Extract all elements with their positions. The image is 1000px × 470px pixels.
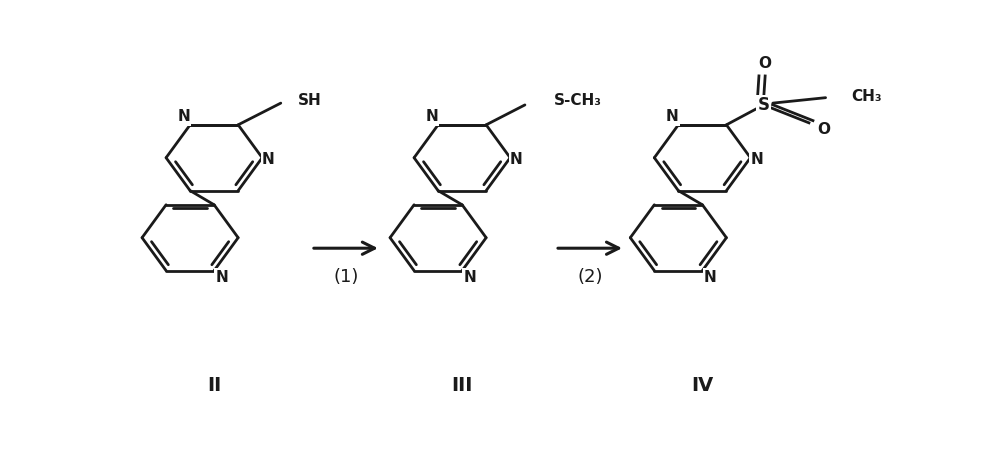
Text: N: N [464, 270, 476, 285]
Text: N: N [510, 152, 523, 167]
Text: O: O [817, 122, 830, 137]
Text: N: N [216, 270, 228, 285]
Text: N: N [750, 152, 763, 167]
Text: N: N [178, 110, 190, 125]
Text: N: N [704, 270, 716, 285]
Text: III: III [451, 376, 473, 395]
Text: S: S [758, 96, 770, 114]
Text: (1): (1) [333, 268, 359, 286]
Text: N: N [666, 110, 679, 125]
Text: IV: IV [691, 376, 714, 395]
Text: O: O [759, 56, 772, 71]
Text: N: N [262, 152, 275, 167]
Text: SH: SH [298, 93, 322, 108]
Text: (2): (2) [577, 268, 603, 286]
Text: II: II [207, 376, 221, 395]
Text: N: N [426, 110, 438, 125]
Text: CH₃: CH₃ [851, 89, 882, 104]
Text: S-CH₃: S-CH₃ [554, 93, 602, 108]
